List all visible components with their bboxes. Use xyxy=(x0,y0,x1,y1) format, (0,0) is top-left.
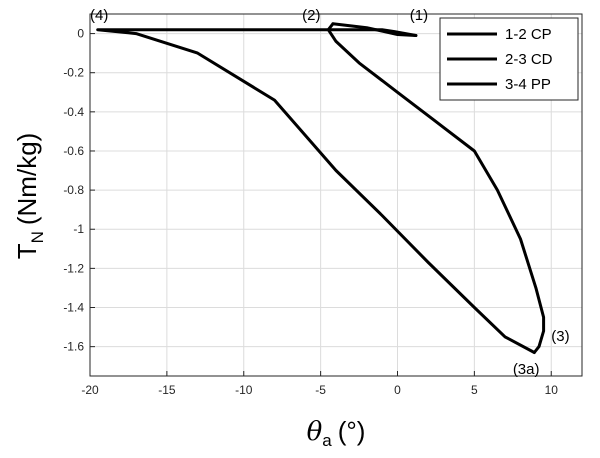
x-axis-label-symbol: θ xyxy=(307,417,323,447)
x-axis-label-unit: (°) xyxy=(338,416,366,446)
y-axis-label-unit: (Nm/kg) xyxy=(12,133,42,225)
y-tick-label: -0.6 xyxy=(63,144,84,158)
point-annotation: (3a) xyxy=(513,361,540,378)
y-tick-label: -1.4 xyxy=(63,301,84,315)
x-tick-label: 0 xyxy=(394,383,401,397)
point-annotation: (3) xyxy=(551,328,569,345)
y-tick-label: -1.2 xyxy=(63,261,84,275)
y-axis-label-main: T xyxy=(12,243,42,259)
y-tick-label: -0.2 xyxy=(63,66,84,80)
x-tick-label: -20 xyxy=(81,383,99,397)
point-annotation: (4) xyxy=(90,7,108,24)
point-annotation: (1) xyxy=(410,7,428,24)
grid xyxy=(89,14,582,376)
x-tick-label: 5 xyxy=(471,383,478,397)
x-axis-label: θa (°) xyxy=(307,416,366,450)
point-annotation: (2) xyxy=(302,7,320,24)
y-axis-label-sub: N xyxy=(28,231,47,243)
legend-entry: 2-3 CD xyxy=(505,51,553,68)
y-axis-label: TN (Nm/kg) xyxy=(12,133,47,260)
legend-entry: 1-2 CP xyxy=(505,26,552,43)
series-layer xyxy=(96,22,546,354)
y-tick-label: -0.4 xyxy=(63,105,84,119)
annotations: (4) (2) (1) (3) (3a) xyxy=(90,7,570,378)
series-line-2 xyxy=(326,22,546,354)
y-tick-label: 0 xyxy=(77,27,84,41)
y-tick-label: -0.8 xyxy=(63,183,84,197)
x-tick-label: -10 xyxy=(235,383,253,397)
legend: 1-2 CP 2-3 CD 3-4 PP xyxy=(439,17,579,101)
ticks xyxy=(89,33,552,376)
y-tick-label: -1 xyxy=(73,222,84,236)
x-axis-label-sub: a xyxy=(322,431,332,450)
legend-entry: 3-4 PP xyxy=(505,76,551,93)
y-tick-label: -1.6 xyxy=(63,340,84,354)
x-tick-label: 10 xyxy=(545,383,559,397)
x-tick-label: -15 xyxy=(158,383,176,397)
series-line-3 xyxy=(96,28,536,354)
tick-labels: -20 -15 -10 -5 0 5 10 0 -0.2 -0.4 -0.6 -0.8 -1 -1.2 -1… xyxy=(63,27,558,397)
x-tick-label: -5 xyxy=(315,383,326,397)
plot-frame xyxy=(89,13,583,377)
